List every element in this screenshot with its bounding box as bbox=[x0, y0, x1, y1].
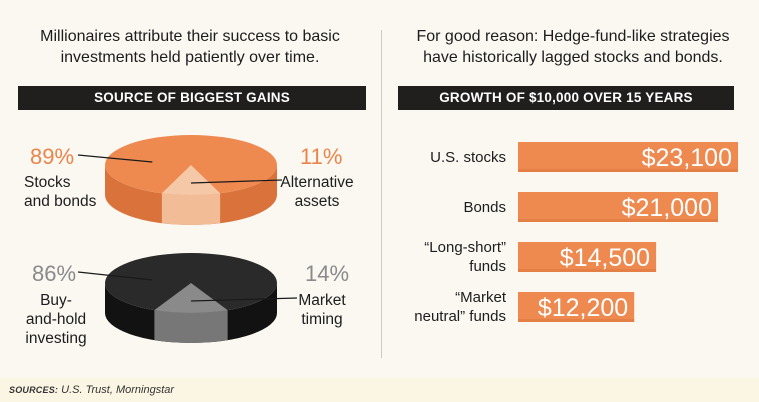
bar-shadow bbox=[518, 319, 635, 322]
pie1 bbox=[77, 135, 283, 225]
pie2-major-label: Buy- and-hold investing bbox=[25, 292, 87, 347]
pie2-minor-leader bbox=[190, 297, 298, 302]
pie2-minor-side bbox=[154, 310, 228, 343]
bar-shadow bbox=[518, 219, 718, 222]
bar-row: $21,000 bbox=[518, 192, 718, 222]
bar bbox=[518, 142, 738, 172]
source-label: SOURCES: bbox=[9, 385, 59, 395]
bar-value-label: $12,200 bbox=[538, 294, 628, 322]
source-text: U.S. Trust, Morningstar bbox=[58, 384, 175, 396]
pie1-major-label: Stocks and bonds bbox=[24, 174, 97, 210]
pie1-minor-percent: 11% bbox=[300, 144, 343, 169]
bar-shadow bbox=[518, 169, 738, 172]
pie1-minor-leader bbox=[190, 179, 283, 184]
right-intro-line: have historically lagged stocks and bond… bbox=[423, 49, 723, 66]
pie2 bbox=[77, 253, 298, 343]
left-intro: Millionaires attribute their success to … bbox=[12, 26, 368, 68]
left-panel: Millionaires attribute their success to … bbox=[0, 0, 380, 378]
bar-category-label: U.S. stocks bbox=[430, 148, 506, 166]
pie1-minor-slice bbox=[161, 165, 221, 195]
right-intro-line: For good reason: Hedge-fund-like strateg… bbox=[416, 28, 730, 45]
pie2-minor-label: Market timing bbox=[298, 292, 346, 328]
pie1-major-leader bbox=[77, 154, 153, 163]
pie2-major-leader bbox=[77, 271, 153, 281]
bar-category-label: “Long-short” funds bbox=[424, 239, 506, 275]
left-banner: SOURCE OF BIGGEST GAINS bbox=[18, 86, 366, 110]
bar bbox=[518, 292, 635, 322]
right-panel: For good reason: Hedge-fund-like strateg… bbox=[392, 0, 759, 378]
right-banner: GROWTH OF $10,000 OVER 15 YEARS bbox=[398, 86, 734, 110]
growth-bar-chart: $23,100 $21,000 $14,500 $12,200 bbox=[518, 142, 738, 322]
pie2-minor-percent: 14% bbox=[305, 261, 350, 286]
bar-category-label: Bonds bbox=[463, 198, 506, 216]
bar-row: $14,500 bbox=[518, 242, 657, 272]
pie2-minor-slice bbox=[154, 283, 228, 313]
bar-value-label: $14,500 bbox=[560, 244, 650, 272]
bar-row: $23,100 bbox=[518, 142, 738, 172]
left-intro-line: investments held patiently over time. bbox=[60, 49, 320, 66]
pie1-minor-label: Alternative assets bbox=[280, 174, 354, 210]
panel-divider bbox=[381, 30, 382, 358]
pie2-major-percent: 86% bbox=[32, 261, 77, 286]
pie1-major-percent: 89% bbox=[30, 144, 75, 169]
pie-charts bbox=[77, 135, 298, 343]
bar-shadow bbox=[518, 269, 657, 272]
bar bbox=[518, 242, 657, 272]
bar bbox=[518, 192, 718, 222]
bar-category-label: “Market neutral” funds bbox=[414, 289, 506, 325]
pie1-minor-side bbox=[161, 193, 221, 225]
footer bbox=[0, 378, 759, 402]
bar-value-label: $21,000 bbox=[622, 194, 712, 222]
source-note: SOURCES: U.S. Trust, Morningstar bbox=[9, 384, 174, 396]
bar-value-label: $23,100 bbox=[642, 144, 732, 172]
right-intro: For good reason: Hedge-fund-like strateg… bbox=[398, 26, 748, 68]
left-intro-line: Millionaires attribute their success to … bbox=[40, 28, 340, 45]
bar-row: $12,200 bbox=[518, 292, 635, 322]
